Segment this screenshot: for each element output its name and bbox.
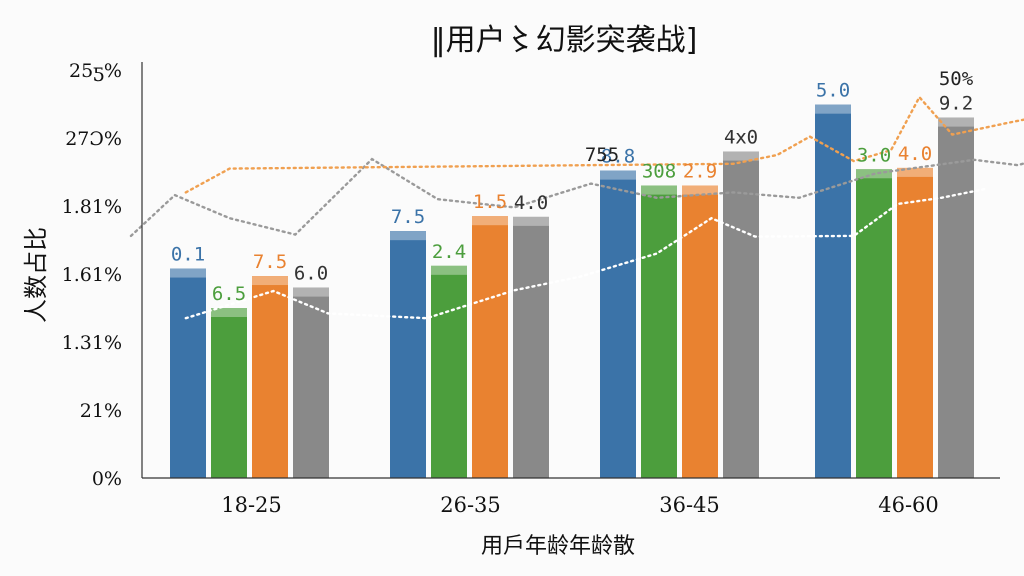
bar-value-label: 6.0 (294, 263, 328, 285)
bar-cap (682, 185, 718, 195)
annotation-label: 50% (939, 68, 974, 90)
bar-cap (513, 216, 549, 226)
bar-value-label: 9.2 (939, 93, 973, 115)
bar (170, 268, 206, 478)
bar-cap (431, 265, 467, 275)
y-tick-label: 21% (80, 400, 122, 422)
y-tick-label: 1.61% (62, 264, 122, 286)
y-tick-label: 25ƽ% (69, 60, 122, 82)
bar (513, 216, 549, 478)
x-tick-label: 26-35 (440, 493, 501, 517)
bar-cap (600, 170, 636, 180)
bar-cap (723, 151, 759, 161)
bar-cap (815, 104, 851, 114)
bar-cap (170, 268, 206, 278)
chart-title: ‖用户〻幻影突袭战] (431, 23, 698, 58)
x-tick-label: 18-25 (221, 493, 282, 517)
bar (856, 169, 892, 478)
overlay-lines-layer (129, 95, 1024, 320)
bar (600, 170, 636, 478)
y-axis-title: 人数占比 (22, 227, 50, 323)
bar-value-label: 3.0 (857, 144, 891, 166)
axes-layer: 0% 21% 1.31% 1.61% 1.81% 27Ɔ% 25ƽ% 18-25 26-35 36… (62, 60, 1000, 517)
bar (682, 185, 718, 478)
bar-cap (641, 185, 677, 195)
bar-cap (211, 308, 247, 317)
bar (938, 117, 974, 478)
bar-cap (897, 167, 933, 177)
x-axis-title: 用戶年龄年龄散 (481, 534, 635, 559)
bar-value-label: 2.9 (683, 161, 717, 183)
y-tick-label: 1.31% (62, 332, 122, 354)
bar (472, 216, 508, 478)
bar-value-label: 0.1 (171, 244, 205, 266)
bar (641, 185, 677, 478)
bar-cap (293, 287, 329, 297)
bar-cap (472, 216, 508, 226)
bar-value-label: 7.5 (253, 251, 287, 273)
bar (293, 287, 329, 478)
bar-value-label: 308 (642, 161, 676, 183)
bar-cap (938, 117, 974, 127)
bar-cap (390, 231, 426, 241)
bar (815, 104, 851, 479)
bar-value-label: 4.0 (514, 192, 548, 214)
data-labels-layer: 0.1 7.5 8.8 5.0 6.5 2.4 308 3.0 7.5 1.5 2.9 4.0 6.0 4… (171, 68, 974, 305)
bar-value-label: 1.5 (473, 191, 507, 213)
bar-value-label: 4.0 (898, 143, 932, 165)
bar-value-label: 5.0 (816, 80, 850, 102)
x-tick-label: 36-45 (659, 493, 720, 517)
bar (723, 151, 759, 478)
y-tick-label: 27Ɔ% (65, 128, 122, 150)
y-tick-label: 1.81% (62, 196, 122, 218)
bar-value-label: 7.5 (391, 206, 425, 228)
y-tick-label: 0% (92, 468, 122, 490)
trend-line-orange (184, 95, 1024, 194)
bar-value-label: 8.8 (601, 146, 635, 168)
trend-line-white (184, 187, 987, 320)
bar-value-label: 4ⅹ0 (724, 127, 758, 149)
bar-value-label: 2.4 (432, 241, 466, 263)
bar-cap (252, 276, 288, 286)
bar (211, 308, 247, 478)
bar (897, 167, 933, 479)
trend-line-gray (129, 157, 1024, 238)
bar (431, 265, 467, 478)
bar-value-label: 6.5 (212, 283, 246, 305)
bar (252, 276, 288, 478)
annotation-label: 755 (585, 144, 619, 166)
bar (390, 231, 426, 478)
x-tick-label: 46-60 (878, 493, 939, 517)
